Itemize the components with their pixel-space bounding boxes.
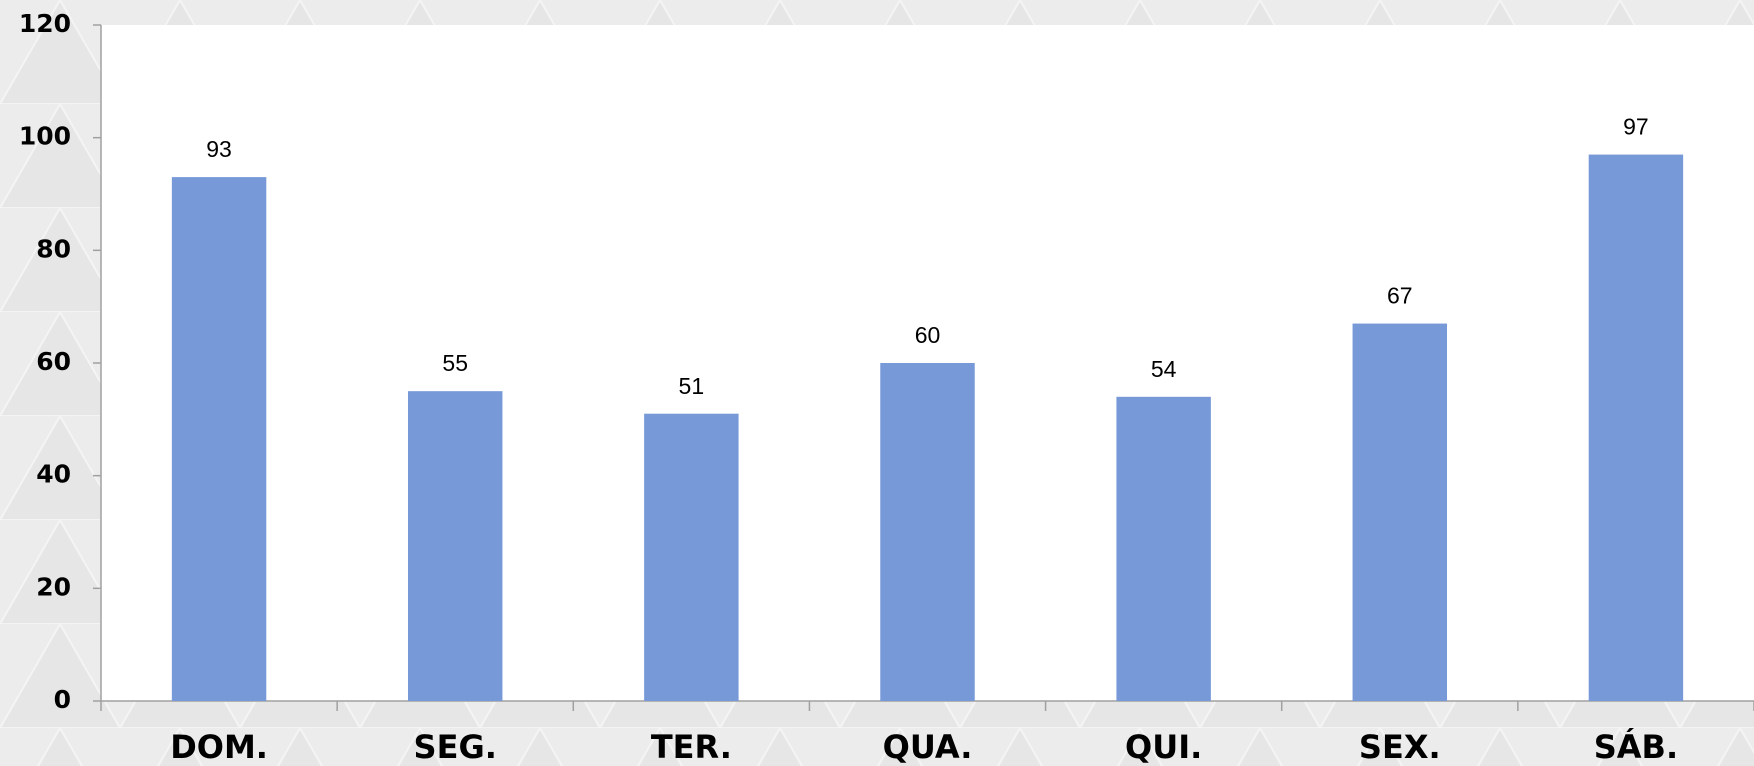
x-tick-label: DOM. <box>170 728 268 766</box>
bar <box>644 413 739 701</box>
y-tick-label: 80 <box>36 234 71 263</box>
bar <box>1588 154 1684 702</box>
value-label: 60 <box>915 322 941 348</box>
bar <box>407 391 503 701</box>
y-tick-label: 20 <box>36 572 71 601</box>
value-label: 55 <box>442 350 468 376</box>
bar <box>1352 323 1448 701</box>
x-tick-label: QUI. <box>1125 728 1202 766</box>
y-tick-label: 100 <box>19 122 71 151</box>
y-tick-label: 0 <box>54 685 71 714</box>
x-tick-label: TER. <box>651 728 732 766</box>
value-label: 93 <box>206 136 232 162</box>
x-tick-label: SEX. <box>1359 728 1441 766</box>
bar <box>171 177 267 702</box>
bar <box>880 363 975 701</box>
value-label: 54 <box>1151 356 1177 382</box>
x-tick-label: QUA. <box>883 728 973 766</box>
value-label: 67 <box>1387 283 1413 309</box>
x-tick-label: SÁB. <box>1594 728 1678 766</box>
value-label: 97 <box>1623 114 1649 140</box>
x-tick-label: SEG. <box>414 728 497 766</box>
value-label: 51 <box>679 373 705 399</box>
y-tick-label: 40 <box>36 460 71 489</box>
y-tick-label: 120 <box>19 9 71 38</box>
y-tick-label: 60 <box>36 347 71 376</box>
bar <box>1116 396 1211 701</box>
